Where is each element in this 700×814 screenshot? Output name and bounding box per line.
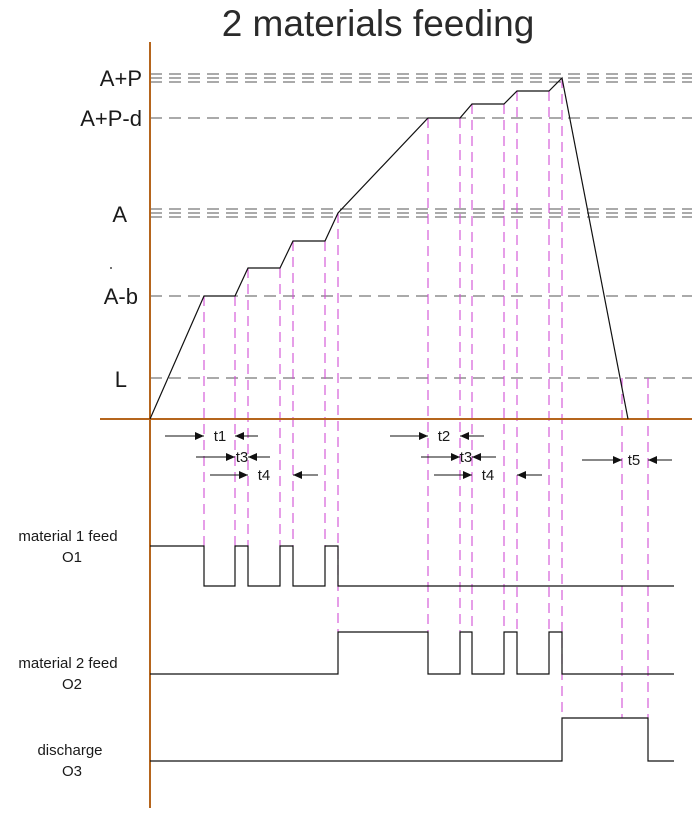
guide-lines bbox=[203, 78, 649, 718]
arrow-head bbox=[648, 456, 657, 464]
timing-label-t5: t5 bbox=[628, 452, 641, 469]
signal-name-o2: material 2 feed bbox=[18, 655, 117, 672]
level-label-ab: A-b bbox=[104, 284, 138, 309]
level-label-apd: A+P-d bbox=[80, 106, 142, 131]
arrow-head bbox=[419, 432, 428, 440]
arrow-head bbox=[226, 453, 235, 461]
timing-label-t3-right: t3 bbox=[460, 449, 473, 466]
arrow-head bbox=[463, 471, 472, 479]
signal-code-o2: O2 bbox=[62, 676, 82, 693]
timing-label-t3: t3 bbox=[236, 449, 249, 466]
waveform-o3 bbox=[150, 717, 674, 762]
waveform-o2 bbox=[150, 631, 674, 675]
arrow-head bbox=[195, 432, 204, 440]
arrow-head bbox=[248, 453, 257, 461]
level-label-ap: A+P bbox=[100, 66, 142, 91]
level-label-a: A bbox=[112, 202, 127, 227]
signal-name-o1: material 1 feed bbox=[18, 528, 117, 545]
timing-arrows bbox=[165, 432, 672, 479]
arrow-head bbox=[293, 471, 302, 479]
signal-code-o3: O3 bbox=[62, 763, 82, 780]
arrow-head bbox=[517, 471, 526, 479]
signal-code-o1: O1 bbox=[62, 549, 82, 566]
weight-curve bbox=[149, 76, 629, 420]
diagram-title: 2 materials feeding bbox=[222, 3, 535, 44]
arrow-head bbox=[451, 453, 460, 461]
level-label-l: L bbox=[115, 367, 127, 392]
arrow-head bbox=[472, 453, 481, 461]
timing-label-t1: t1 bbox=[214, 428, 227, 445]
signal-name-o3: discharge bbox=[37, 742, 102, 759]
timing-label-t2: t2 bbox=[438, 428, 451, 445]
timing-label-t4: t4 bbox=[258, 467, 271, 484]
stray-dot bbox=[110, 267, 112, 269]
arrow-head bbox=[460, 432, 469, 440]
arrow-head bbox=[235, 432, 244, 440]
timing-label-t4-right: t4 bbox=[482, 467, 495, 484]
arrow-head bbox=[239, 471, 248, 479]
waveform-o1 bbox=[150, 545, 674, 587]
arrow-head bbox=[613, 456, 622, 464]
